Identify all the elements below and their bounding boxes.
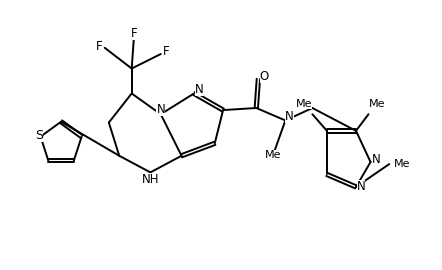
Text: N: N [372, 153, 381, 166]
Text: F: F [163, 45, 170, 58]
Text: Me: Me [369, 99, 385, 109]
Text: Me: Me [265, 150, 281, 160]
Text: S: S [35, 129, 43, 142]
Text: N: N [285, 110, 294, 123]
Text: N: N [357, 180, 366, 193]
Text: Me: Me [393, 159, 410, 169]
Text: N: N [156, 103, 165, 116]
Text: F: F [95, 40, 102, 53]
Text: Me: Me [296, 99, 312, 109]
Text: O: O [259, 70, 269, 83]
Text: F: F [130, 27, 137, 40]
Text: N: N [194, 83, 203, 96]
Text: NH: NH [141, 173, 159, 186]
